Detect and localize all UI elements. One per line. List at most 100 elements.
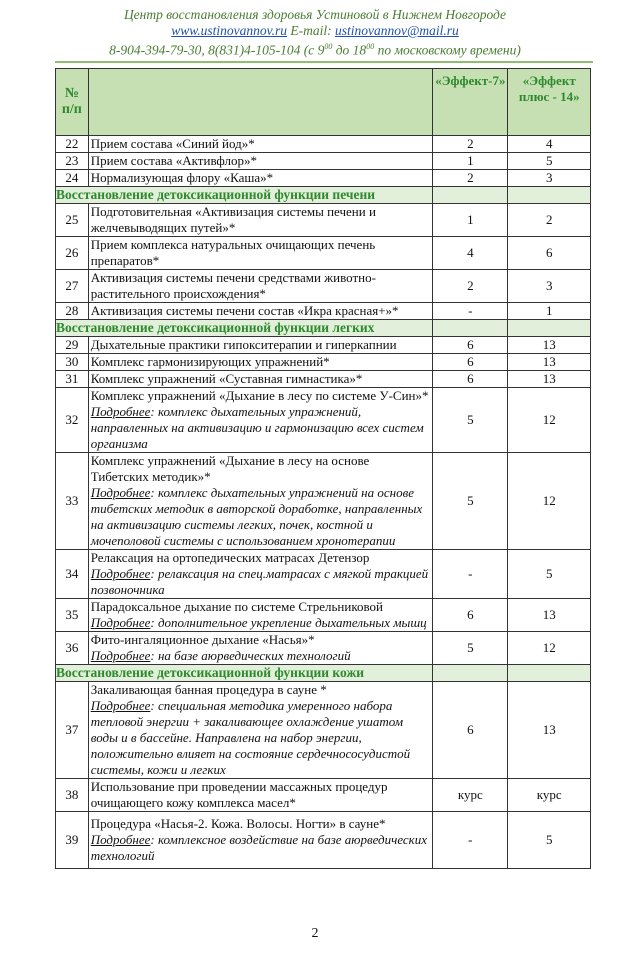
more-label: Подробнее bbox=[90, 566, 151, 581]
col-desc bbox=[87, 68, 434, 136]
sup: 00 bbox=[366, 42, 375, 51]
row-number: 36 bbox=[55, 631, 89, 665]
table-row: 32 Комплекс упражнений «Дыхание в лесу по… bbox=[55, 387, 591, 453]
service-details: Подробнее: комплексное воздействие на ба… bbox=[91, 832, 430, 864]
effect7-value: - bbox=[432, 811, 509, 869]
service-name: Фито-ингаляционное дыхание «Насья»* bbox=[90, 632, 315, 647]
service-details: Подробнее: комплекс дыхательных упражнен… bbox=[91, 485, 430, 549]
hours-end: по московскому времени) bbox=[374, 42, 521, 58]
details-text: : комплекс дыхательных упражнений, напра… bbox=[90, 404, 424, 451]
table-row: 31 Комплекс упражнений «Суставная гимнаст… bbox=[55, 370, 591, 388]
service-name: Активизация системы печени состав «Икра … bbox=[90, 303, 399, 318]
service-name: Комплекс упражнений «Дыхание в лесу по с… bbox=[90, 388, 429, 403]
details-text: : комплексное воздействие на базе аюрвед… bbox=[90, 832, 428, 863]
service-details: Подробнее: комплекс дыхательных упражнен… bbox=[91, 404, 430, 452]
row-number: 22 bbox=[55, 135, 89, 153]
effect7-value: 6 bbox=[432, 336, 509, 354]
effect14-value: 5 bbox=[507, 152, 591, 170]
more-label: Подробнее bbox=[90, 648, 151, 663]
row-number: 26 bbox=[55, 236, 89, 270]
service-name: Использование при проведении массажных п… bbox=[90, 779, 388, 810]
section-row: Восстановление детоксикационной функции … bbox=[54, 319, 591, 337]
service-name: Релаксация на ортопедических матрасах Де… bbox=[90, 550, 370, 565]
effect7-value: - bbox=[432, 549, 509, 599]
row-number: 28 bbox=[55, 302, 89, 320]
section-empty bbox=[507, 186, 591, 204]
service-details: Подробнее: специальная методика умеренно… bbox=[91, 698, 430, 778]
more-label: Подробнее bbox=[90, 615, 151, 630]
details-text: : релаксация на спец.матрасах с мягкой т… bbox=[90, 566, 429, 597]
row-number: 33 bbox=[55, 452, 89, 550]
service-name: Нормализующая флору «Каша»* bbox=[90, 170, 274, 185]
row-number: 35 bbox=[55, 598, 89, 632]
table-header: № п/п «Эффект-7» «Эффект плюс - 14» bbox=[55, 68, 591, 136]
table-row: 24 Нормализующая флору «Каша»* 2 3 bbox=[55, 169, 591, 187]
section-empty bbox=[432, 319, 509, 337]
hours-mid: до 18 bbox=[332, 42, 367, 58]
row-number: 31 bbox=[55, 370, 89, 388]
row-description: Прием состава «Синий йод»* bbox=[87, 135, 434, 153]
sup: 00 bbox=[324, 42, 333, 51]
effect7-value: 1 bbox=[432, 152, 509, 170]
row-number: 38 bbox=[55, 778, 89, 812]
row-number: 32 bbox=[55, 387, 89, 453]
row-description: Активизация системы печени состав «Икра … bbox=[87, 302, 434, 320]
table-row: 39 Процедура «Насья-2. Кожа. Волосы. Ногт… bbox=[55, 811, 591, 869]
row-description: Активизация системы печени средствами жи… bbox=[87, 269, 434, 303]
section-title: Восстановление детоксикационной функции … bbox=[54, 319, 434, 337]
row-number: 27 bbox=[55, 269, 89, 303]
table-row: 23 Прием состава «Активфлор»* 1 5 bbox=[55, 152, 591, 170]
row-description: Комплекс упражнений «Дыхание в лесу по с… bbox=[87, 387, 434, 453]
effect14-value: 3 bbox=[507, 169, 591, 187]
row-number: 39 bbox=[55, 811, 89, 869]
website-link[interactable]: www.ustinovannov.ru bbox=[171, 23, 287, 38]
service-name: Подготовительная «Активизация системы пе… bbox=[90, 204, 376, 235]
phones-line: 8-904-394-79-30, 8(831)4-105-104 (с 900 … bbox=[0, 39, 630, 59]
section-empty bbox=[507, 664, 591, 682]
table-row: 30 Комплекс гармонизирующих упражнений* 6 1… bbox=[55, 353, 591, 371]
effect7-value: - bbox=[432, 302, 509, 320]
row-number: 29 bbox=[55, 336, 89, 354]
more-label: Подробнее bbox=[90, 832, 151, 847]
details-text: : специальная методика умеренного набора… bbox=[90, 698, 411, 777]
service-details: Подробнее: на базе аюрведических техноло… bbox=[91, 648, 430, 664]
table-row: 36 Фито-ингаляционное дыхание «Насья»* Под… bbox=[55, 631, 591, 665]
more-label: Подробнее bbox=[90, 404, 151, 419]
effect14-value: 5 bbox=[507, 549, 591, 599]
email-link[interactable]: ustinovannov@mail.ru bbox=[334, 23, 459, 38]
effect14-value: 13 bbox=[507, 336, 591, 354]
table-row: 35 Парадоксальное дыхание по системе Стре… bbox=[55, 598, 591, 632]
service-name: Активизация системы печени средствами жи… bbox=[90, 270, 376, 301]
effect7-value: 2 bbox=[432, 135, 509, 153]
section-empty bbox=[432, 664, 509, 682]
table-body: 22 Прием состава «Синий йод»* 2 4 23 Прием со… bbox=[54, 135, 591, 869]
service-name: Прием состава «Синий йод»* bbox=[90, 136, 255, 151]
effect14-value: 13 bbox=[507, 598, 591, 632]
effect7-value: 5 bbox=[432, 631, 509, 665]
email-label: E-mail: bbox=[290, 23, 332, 38]
effect7-value: 6 bbox=[432, 353, 509, 371]
col-effect14: «Эффект плюс - 14» bbox=[507, 68, 591, 136]
effect14-value: 13 bbox=[507, 370, 591, 388]
row-description: Комплекс гармонизирующих упражнений* bbox=[87, 353, 434, 371]
effect7-value: 2 bbox=[432, 269, 509, 303]
table-row: 25 Подготовительная «Активизация системы … bbox=[55, 203, 591, 237]
effect7-value: курс bbox=[432, 778, 509, 812]
service-name: Прием состава «Активфлор»* bbox=[90, 153, 257, 168]
table-row: 33 Комплекс упражнений «Дыхание в лесу на… bbox=[55, 452, 591, 550]
service-details: Подробнее: релаксация на спец.матрасах с… bbox=[91, 566, 430, 598]
effect14-value: 12 bbox=[507, 452, 591, 550]
row-description: Дыхательные практики гипокситерапии и ги… bbox=[87, 336, 434, 354]
row-description: Прием комплекса натуральных очищающих пе… bbox=[87, 236, 434, 270]
effect7-value: 6 bbox=[432, 598, 509, 632]
table-row: 37 Закаливающая банная процедура в сауне … bbox=[55, 681, 591, 779]
details-text: : на базе аюрведических технологий bbox=[150, 648, 351, 663]
table-row: 34 Релаксация на ортопедических матрасах … bbox=[55, 549, 591, 599]
effect7-value: 6 bbox=[432, 370, 509, 388]
table-row: 27 Активизация системы печени средствами … bbox=[55, 269, 591, 303]
row-description: Фито-ингаляционное дыхание «Насья»* Подро… bbox=[87, 631, 434, 665]
service-name: Прием комплекса натуральных очищающих пе… bbox=[90, 237, 376, 268]
row-description: Нормализующая флору «Каша»* bbox=[87, 169, 434, 187]
more-label: Подробнее bbox=[90, 485, 151, 500]
row-number: 37 bbox=[55, 681, 89, 779]
